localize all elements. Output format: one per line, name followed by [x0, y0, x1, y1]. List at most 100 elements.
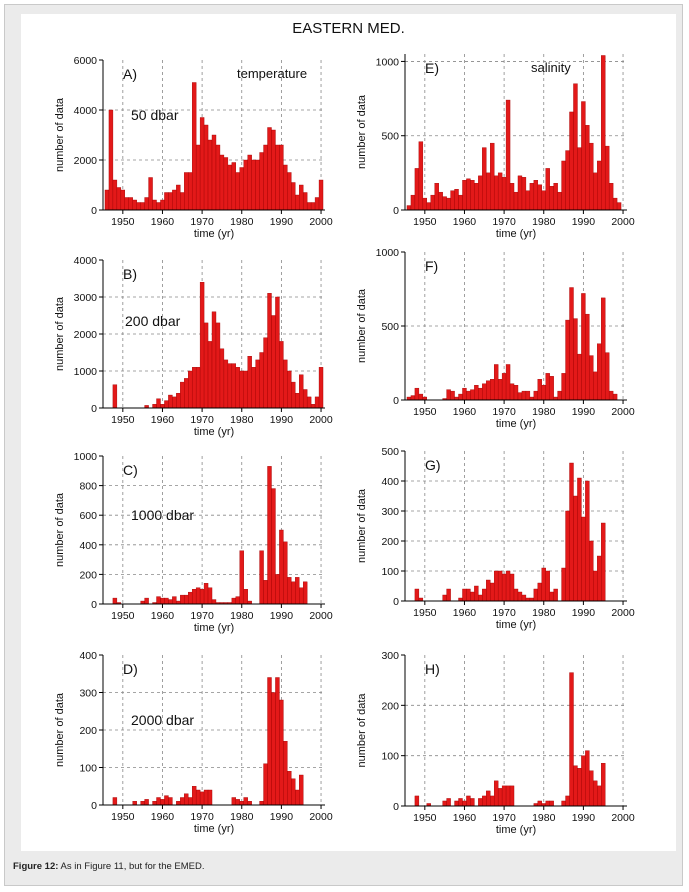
y-tick-label: 600 [79, 510, 97, 522]
y-tick-label: 1000 [376, 247, 400, 259]
y-tick-label: 100 [79, 763, 97, 775]
bar [557, 191, 562, 211]
variable-label: temperature [237, 66, 307, 81]
bar [497, 379, 503, 401]
bar [215, 144, 221, 211]
bar [152, 404, 157, 409]
bar [104, 189, 110, 211]
bar [128, 197, 133, 211]
y-axis-label: number of data [356, 94, 368, 169]
bar [442, 800, 447, 807]
bar [188, 370, 193, 409]
bar [565, 510, 570, 602]
bar [525, 390, 531, 401]
bar [306, 202, 312, 211]
bar [195, 144, 201, 211]
histogram-panel-c: 1950 1960 1970 1980 1990 2000 0 200 400 600 800 100… [54, 451, 333, 634]
bar [239, 167, 244, 211]
y-tick-label: 0 [91, 599, 97, 611]
bar [180, 594, 185, 605]
bar [211, 599, 217, 605]
bar [184, 378, 189, 409]
bar [259, 550, 264, 605]
x-tick-label: 1970 [190, 216, 214, 228]
bar [505, 99, 511, 211]
y-tick-label: 400 [79, 540, 97, 552]
panel-label: H) [425, 661, 440, 677]
bar [199, 791, 205, 806]
bar [259, 152, 264, 211]
bar [577, 477, 582, 602]
bar [418, 393, 424, 401]
bar [136, 202, 141, 211]
panel-label: B) [123, 266, 137, 282]
bar [251, 159, 256, 211]
bar [442, 196, 447, 211]
bar [493, 780, 499, 807]
bar [537, 379, 542, 401]
bar [509, 573, 515, 602]
bar [533, 390, 539, 401]
bar [247, 801, 252, 806]
y-tick-label: 300 [79, 688, 97, 700]
x-axis-label: time (yr) [496, 824, 536, 836]
bar [406, 205, 412, 211]
bar [188, 797, 193, 806]
bar [573, 318, 578, 401]
x-tick-label: 1970 [190, 414, 214, 426]
bar [239, 550, 244, 605]
bar [235, 799, 240, 806]
bar [144, 597, 149, 605]
bar [462, 588, 467, 602]
bar [295, 577, 300, 605]
x-tick-label: 1960 [151, 610, 175, 622]
bar [160, 199, 165, 211]
bar [505, 785, 511, 807]
x-tick-label: 1980 [532, 216, 556, 228]
bar [541, 384, 546, 401]
histogram-panel-h: 1950 1960 1970 1980 1990 2000 0 100 200 300 time (… [356, 650, 635, 836]
bar [545, 373, 550, 401]
bar [513, 588, 519, 602]
x-tick-label: 1980 [532, 607, 556, 619]
x-tick-label: 1960 [453, 406, 477, 418]
bar [573, 495, 578, 602]
bar [438, 191, 443, 211]
figure-caption: Figure 12: As in Figure 11, but for the … [13, 861, 205, 872]
bar [597, 555, 602, 602]
x-axis-label: time (yr) [194, 823, 234, 835]
bar [176, 392, 181, 409]
x-tick-label: 1990 [270, 216, 294, 228]
bar [577, 353, 582, 401]
x-tick-label: 2000 [309, 216, 333, 228]
bar [482, 383, 487, 401]
bar [235, 367, 240, 409]
y-axis-label: number of data [54, 296, 66, 371]
bar [565, 795, 570, 807]
histogram-panel-a: 1950 1960 1970 1980 1990 2000 0 2000 4000 6000 tim… [54, 55, 333, 240]
caption-text: As in Figure 11, but for the EMED. [58, 861, 205, 872]
bar [180, 797, 185, 806]
bar [191, 588, 197, 605]
bar [211, 311, 217, 409]
bar [243, 159, 248, 211]
y-axis-label: number of data [54, 692, 66, 767]
bar [302, 192, 308, 211]
x-tick-label: 2000 [611, 607, 635, 619]
x-axis-label: time (yr) [194, 228, 234, 240]
y-tick-label: 100 [381, 566, 399, 578]
x-tick-label: 1960 [151, 216, 175, 228]
bar [458, 393, 463, 401]
bar [275, 144, 280, 211]
x-tick-label: 1990 [270, 811, 294, 823]
bar [521, 390, 527, 401]
bar [164, 400, 169, 409]
y-tick-label: 800 [79, 481, 97, 493]
bar [112, 597, 118, 605]
y-tick-label: 2000 [74, 155, 98, 167]
bar [533, 588, 539, 602]
bar [287, 172, 292, 211]
bar [164, 795, 169, 806]
bar [601, 297, 606, 401]
bar [549, 591, 554, 602]
